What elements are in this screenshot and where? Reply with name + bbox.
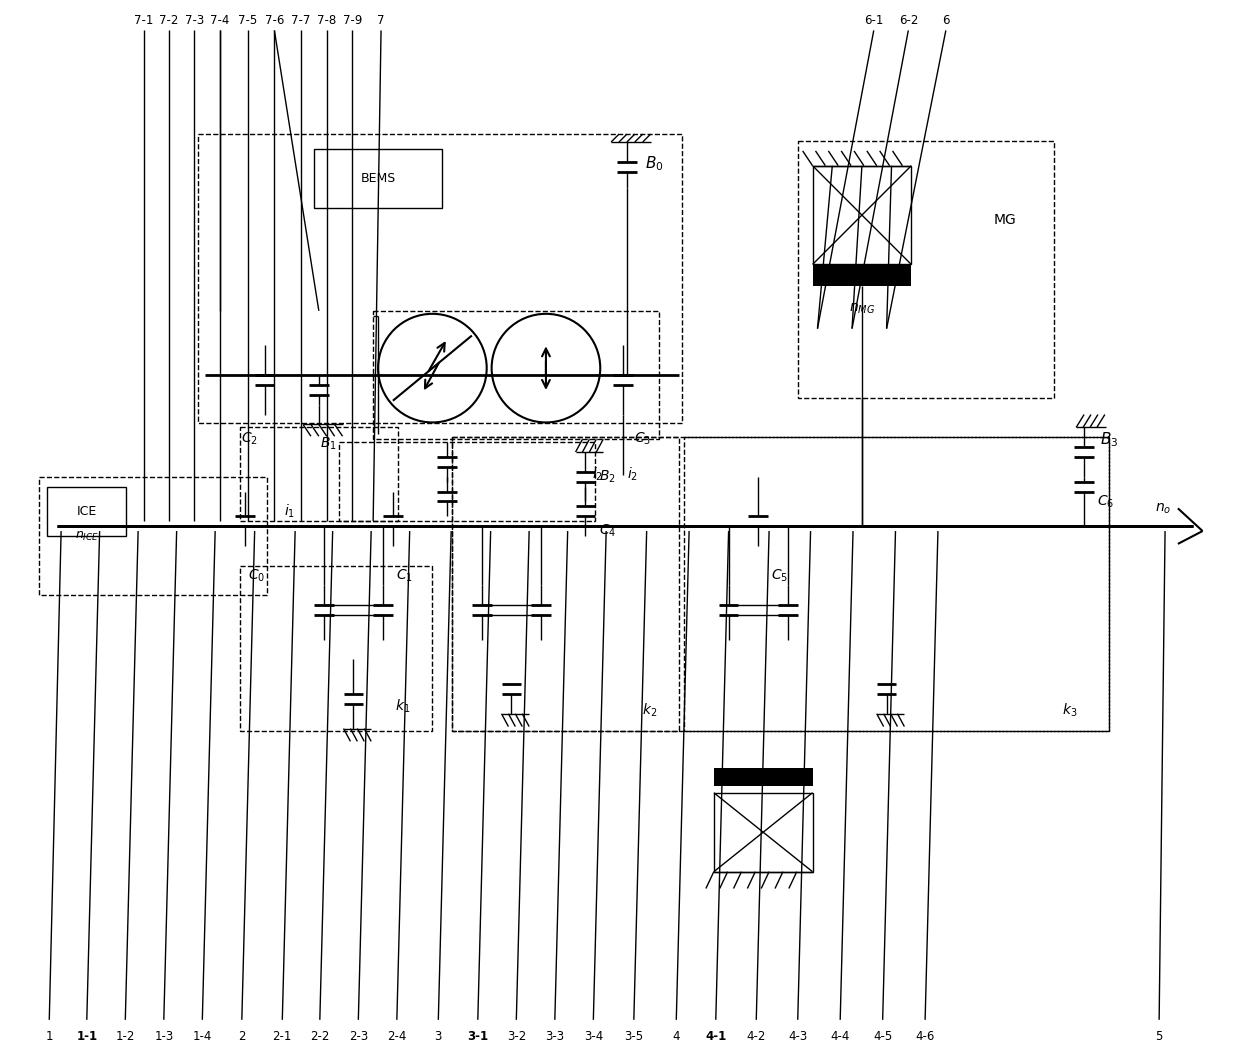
Text: 3-2: 3-2	[507, 1029, 526, 1043]
Text: $i_2$: $i_2$	[627, 466, 639, 484]
Bar	[714, 793, 812, 872]
Text: $B_1$: $B_1$	[320, 436, 337, 452]
Text: 1-1: 1-1	[76, 1029, 98, 1043]
Text: 4-3: 4-3	[789, 1029, 807, 1043]
Text: $k_1$: $k_1$	[396, 697, 410, 714]
Text: $k_2$: $k_2$	[642, 703, 657, 719]
Bar	[198, 134, 682, 423]
Text: 7-2: 7-2	[159, 14, 179, 27]
Bar	[453, 438, 680, 731]
Bar	[812, 265, 911, 286]
Text: 1-2: 1-2	[115, 1029, 135, 1043]
Bar	[797, 141, 1054, 398]
Text: $i_2$: $i_2$	[593, 466, 603, 484]
Text: $n_{ICE}$: $n_{ICE}$	[74, 530, 99, 542]
Text: 7-6: 7-6	[264, 14, 284, 27]
Text: $i_1$: $i_1$	[284, 503, 295, 520]
Text: 4-6: 4-6	[915, 1029, 935, 1043]
Bar	[47, 487, 126, 536]
Bar	[812, 165, 911, 265]
Text: 2: 2	[238, 1029, 246, 1043]
Text: $B_3$: $B_3$	[1100, 430, 1118, 448]
Text: 7-4: 7-4	[211, 14, 229, 27]
Text: ICE: ICE	[77, 505, 97, 518]
Text: 4-4: 4-4	[831, 1029, 849, 1043]
Text: $C_5$: $C_5$	[771, 567, 789, 583]
Bar	[339, 442, 595, 521]
Text: $C_6$: $C_6$	[1097, 493, 1115, 510]
Text: 7-7: 7-7	[291, 14, 311, 27]
Bar	[684, 438, 1109, 731]
Text: 1-4: 1-4	[192, 1029, 212, 1043]
Bar	[314, 149, 443, 208]
Bar	[714, 768, 812, 786]
Text: 7-5: 7-5	[238, 14, 258, 27]
Text: 4-5: 4-5	[873, 1029, 893, 1043]
Text: $C_2$: $C_2$	[242, 431, 258, 447]
Text: 5: 5	[1156, 1029, 1163, 1043]
Text: 3-3: 3-3	[546, 1029, 564, 1043]
Text: $n_o$: $n_o$	[1154, 502, 1172, 515]
Text: 2-1: 2-1	[273, 1029, 291, 1043]
Text: BEMS: BEMS	[361, 172, 396, 185]
Text: 1: 1	[46, 1029, 53, 1043]
Text: 7-3: 7-3	[185, 14, 205, 27]
Text: $C_3$: $C_3$	[634, 431, 651, 447]
Text: $C_0$: $C_0$	[248, 567, 265, 583]
Text: $k_3$: $k_3$	[1061, 703, 1078, 719]
Text: 2-4: 2-4	[387, 1029, 407, 1043]
Text: 3: 3	[435, 1029, 441, 1043]
Text: $B_0$: $B_0$	[645, 154, 663, 173]
Bar	[453, 438, 1109, 731]
Text: 3-4: 3-4	[584, 1029, 603, 1043]
Text: 6-2: 6-2	[899, 14, 918, 27]
Text: 4-2: 4-2	[746, 1029, 766, 1043]
Text: MG: MG	[993, 213, 1017, 227]
Text: 6: 6	[942, 14, 950, 27]
Text: 7: 7	[377, 14, 384, 27]
Bar	[239, 565, 433, 731]
Text: 3-1: 3-1	[467, 1029, 489, 1043]
Text: 3-5: 3-5	[624, 1029, 644, 1043]
Text: $C_4$: $C_4$	[599, 522, 616, 539]
Text: 4: 4	[672, 1029, 680, 1043]
Bar	[40, 476, 267, 596]
Text: $n_{MG}$: $n_{MG}$	[849, 302, 875, 316]
Text: 2-2: 2-2	[310, 1029, 330, 1043]
Text: $B_2$: $B_2$	[599, 469, 615, 485]
Text: 7-8: 7-8	[317, 14, 336, 27]
Bar	[239, 427, 398, 521]
Text: 6-1: 6-1	[864, 14, 883, 27]
Bar	[373, 311, 660, 440]
Text: $C_1$: $C_1$	[397, 567, 413, 583]
Text: 2-3: 2-3	[348, 1029, 368, 1043]
Text: 4-1: 4-1	[706, 1029, 727, 1043]
Text: 7-9: 7-9	[342, 14, 362, 27]
Text: 7-1: 7-1	[134, 14, 154, 27]
Text: 1-3: 1-3	[154, 1029, 174, 1043]
